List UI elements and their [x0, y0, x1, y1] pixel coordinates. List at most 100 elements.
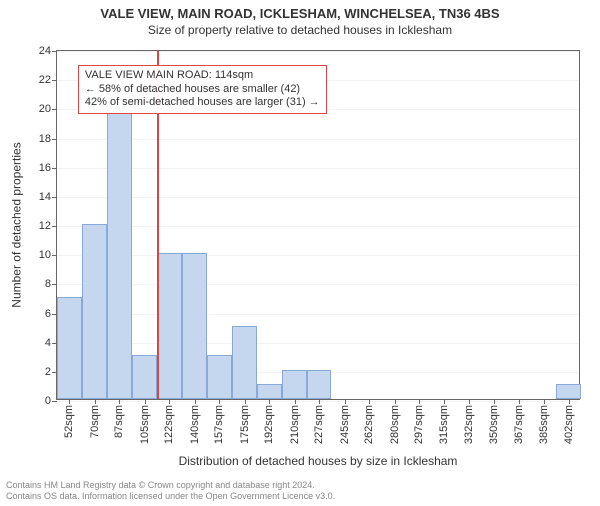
xtick-label: 157sqm: [213, 405, 225, 444]
annotation-line: ← 58% of detached houses are smaller (42…: [85, 83, 320, 97]
ytick-mark: [52, 255, 57, 256]
ytick-label: 10: [39, 249, 51, 261]
xtick-mark: [519, 399, 520, 404]
histogram-plot: 02468101214161820222452sqm70sqm87sqm105s…: [56, 50, 580, 400]
xtick-mark: [219, 399, 220, 404]
xtick-mark: [395, 399, 396, 404]
annotation-line: VALE VIEW MAIN ROAD: 114sqm: [85, 69, 320, 83]
xtick-label: 105sqm: [139, 405, 151, 444]
xtick-mark: [369, 399, 370, 404]
xtick-label: 192sqm: [263, 405, 275, 444]
ytick-mark: [52, 401, 57, 402]
gridline-h: [57, 284, 579, 285]
xtick-label: 402sqm: [563, 405, 575, 444]
xtick-mark: [345, 399, 346, 404]
gridline-h: [57, 314, 579, 315]
xtick-mark: [494, 399, 495, 404]
histogram-bar: [107, 107, 132, 399]
gridline-h: [57, 226, 579, 227]
ytick-label: 0: [45, 395, 51, 407]
ytick-label: 24: [39, 45, 51, 57]
ytick-mark: [52, 284, 57, 285]
footer-attribution: Contains HM Land Registry data © Crown c…: [6, 480, 335, 502]
xtick-label: 367sqm: [513, 405, 525, 444]
gridline-h: [57, 343, 579, 344]
xtick-label: 140sqm: [189, 405, 201, 444]
ytick-mark: [52, 80, 57, 81]
ytick-label: 20: [39, 103, 51, 115]
histogram-bar: [257, 384, 282, 399]
ytick-label: 4: [45, 337, 51, 349]
xtick-label: 210sqm: [289, 405, 301, 444]
page-subtitle: Size of property relative to detached ho…: [0, 23, 600, 37]
gridline-h: [57, 255, 579, 256]
xtick-mark: [444, 399, 445, 404]
histogram-bar: [132, 355, 157, 399]
ytick-label: 2: [45, 366, 51, 378]
ytick-mark: [52, 168, 57, 169]
ytick-label: 8: [45, 278, 51, 290]
histogram-bar: [57, 297, 82, 399]
x-axis-label: Distribution of detached houses by size …: [56, 454, 580, 468]
histogram-bar: [182, 253, 207, 399]
xtick-label: 280sqm: [389, 405, 401, 444]
footer-line-2: Contains OS data. Information licensed u…: [6, 491, 335, 502]
xtick-mark: [269, 399, 270, 404]
xtick-mark: [569, 399, 570, 404]
y-axis-label: Number of detached properties: [10, 50, 24, 400]
xtick-label: 245sqm: [339, 405, 351, 444]
annotation-line: 42% of semi-detached houses are larger (…: [85, 96, 320, 110]
xtick-label: 87sqm: [113, 405, 125, 438]
gridline-h: [57, 51, 579, 52]
ytick-label: 22: [39, 74, 51, 86]
ytick-mark: [52, 197, 57, 198]
ytick-label: 12: [39, 220, 51, 232]
xtick-label: 175sqm: [239, 405, 251, 444]
gridline-h: [57, 139, 579, 140]
xtick-label: 122sqm: [163, 405, 175, 444]
histogram-bar: [232, 326, 257, 399]
histogram-bar: [556, 384, 581, 399]
gridline-h: [57, 401, 579, 402]
plot-area: 02468101214161820222452sqm70sqm87sqm105s…: [56, 50, 580, 400]
gridline-h: [57, 197, 579, 198]
ytick-mark: [52, 109, 57, 110]
xtick-mark: [245, 399, 246, 404]
xtick-label: 70sqm: [89, 405, 101, 438]
ytick-label: 14: [39, 191, 51, 203]
xtick-mark: [419, 399, 420, 404]
xtick-mark: [195, 399, 196, 404]
gridline-h: [57, 168, 579, 169]
page-title: VALE VIEW, MAIN ROAD, ICKLESHAM, WINCHEL…: [0, 6, 600, 21]
xtick-label: 227sqm: [313, 405, 325, 444]
ytick-mark: [52, 51, 57, 52]
xtick-mark: [295, 399, 296, 404]
ytick-mark: [52, 139, 57, 140]
xtick-label: 262sqm: [363, 405, 375, 444]
xtick-mark: [319, 399, 320, 404]
ytick-label: 6: [45, 308, 51, 320]
ytick-label: 18: [39, 133, 51, 145]
ytick-mark: [52, 226, 57, 227]
xtick-mark: [95, 399, 96, 404]
histogram-bar: [282, 370, 307, 399]
histogram-bar: [157, 253, 182, 399]
annotation-box: VALE VIEW MAIN ROAD: 114sqm← 58% of deta…: [78, 65, 327, 114]
xtick-mark: [119, 399, 120, 404]
xtick-label: 350sqm: [488, 405, 500, 444]
xtick-label: 332sqm: [463, 405, 475, 444]
xtick-mark: [145, 399, 146, 404]
xtick-mark: [69, 399, 70, 404]
xtick-label: 315sqm: [438, 405, 450, 444]
xtick-mark: [469, 399, 470, 404]
histogram-bar: [207, 355, 232, 399]
xtick-label: 385sqm: [538, 405, 550, 444]
histogram-bar: [82, 224, 107, 399]
xtick-label: 52sqm: [63, 405, 75, 438]
xtick-label: 297sqm: [413, 405, 425, 444]
footer-line-1: Contains HM Land Registry data © Crown c…: [6, 480, 335, 491]
xtick-mark: [169, 399, 170, 404]
histogram-bar: [307, 370, 332, 399]
ytick-label: 16: [39, 162, 51, 174]
xtick-mark: [544, 399, 545, 404]
